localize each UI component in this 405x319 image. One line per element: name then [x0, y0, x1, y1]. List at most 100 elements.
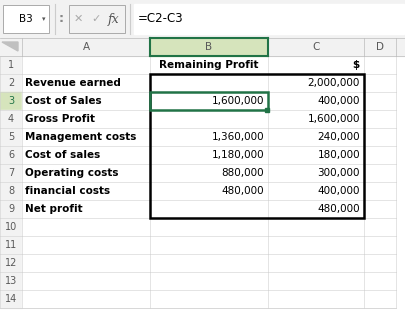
Text: 480,000: 480,000 — [221, 186, 263, 196]
Bar — [149, 56, 267, 74]
Bar — [267, 128, 363, 146]
Text: 400,000: 400,000 — [317, 186, 359, 196]
Text: financial costs: financial costs — [25, 186, 110, 196]
Text: ✕: ✕ — [73, 14, 83, 24]
Text: Remaining Profit: Remaining Profit — [159, 60, 258, 70]
Text: 1,600,000: 1,600,000 — [307, 114, 359, 124]
Bar — [22, 110, 149, 128]
Bar — [267, 56, 363, 74]
Bar — [0, 200, 22, 218]
Bar — [0, 74, 22, 92]
Text: fx: fx — [108, 12, 119, 26]
Polygon shape — [2, 42, 18, 51]
Text: 3: 3 — [8, 96, 14, 106]
Text: 300,000: 300,000 — [317, 168, 359, 178]
Text: 8: 8 — [8, 186, 14, 196]
Bar — [149, 236, 267, 254]
Bar — [267, 146, 363, 164]
Bar — [267, 236, 363, 254]
Bar — [0, 128, 22, 146]
Bar — [267, 218, 363, 236]
Bar — [0, 290, 22, 308]
Bar — [267, 200, 363, 218]
Bar — [0, 272, 22, 290]
Bar — [363, 146, 395, 164]
Text: 2: 2 — [8, 78, 14, 88]
Bar — [22, 218, 149, 236]
Bar — [22, 182, 149, 200]
Bar — [0, 92, 22, 110]
Text: 1: 1 — [8, 60, 14, 70]
Text: 1,600,000: 1,600,000 — [211, 96, 263, 106]
Bar — [134, 4, 403, 34]
Bar — [149, 146, 267, 164]
Bar — [267, 182, 363, 200]
Bar — [0, 218, 22, 236]
Bar — [0, 0, 405, 38]
Bar — [22, 38, 149, 56]
FancyBboxPatch shape — [3, 5, 49, 33]
Bar — [149, 110, 267, 128]
Text: ✓: ✓ — [91, 14, 100, 24]
Bar — [149, 200, 267, 218]
Bar — [22, 236, 149, 254]
Bar — [22, 92, 149, 110]
Text: 880,000: 880,000 — [221, 168, 263, 178]
Text: =C2-C3: =C2-C3 — [138, 12, 183, 26]
Text: 5: 5 — [8, 132, 14, 142]
Text: 13: 13 — [5, 276, 17, 286]
Bar — [264, 108, 269, 112]
Text: ▾: ▾ — [42, 16, 46, 22]
FancyBboxPatch shape — [69, 5, 125, 33]
Bar — [149, 74, 267, 92]
Text: 1,360,000: 1,360,000 — [211, 132, 263, 142]
Text: :: : — [58, 12, 63, 26]
Bar — [363, 200, 395, 218]
Bar — [22, 74, 149, 92]
Bar — [149, 164, 267, 182]
Text: 11: 11 — [5, 240, 17, 250]
Bar — [363, 56, 395, 74]
Bar — [22, 290, 149, 308]
Text: A: A — [82, 42, 90, 52]
Bar — [22, 146, 149, 164]
Text: 7: 7 — [8, 168, 14, 178]
Bar — [363, 92, 395, 110]
Bar — [267, 272, 363, 290]
Bar — [0, 0, 405, 38]
Text: 9: 9 — [8, 204, 14, 214]
Bar — [0, 110, 22, 128]
Bar — [267, 290, 363, 308]
Text: D: D — [375, 42, 383, 52]
Bar — [0, 254, 22, 272]
Bar — [363, 110, 395, 128]
Text: Cost of sales: Cost of sales — [25, 150, 100, 160]
Text: 2,000,000: 2,000,000 — [307, 78, 359, 88]
Bar — [0, 146, 22, 164]
Text: Net profit: Net profit — [25, 204, 83, 214]
Bar — [0, 164, 22, 182]
Bar — [149, 290, 267, 308]
Text: B3: B3 — [19, 14, 33, 24]
Bar — [149, 38, 267, 56]
Text: C: C — [311, 42, 319, 52]
Bar — [267, 38, 363, 56]
Bar — [149, 254, 267, 272]
Bar — [22, 164, 149, 182]
Text: Revenue earned: Revenue earned — [25, 78, 121, 88]
Bar — [149, 218, 267, 236]
Bar — [363, 218, 395, 236]
Text: Operating costs: Operating costs — [25, 168, 118, 178]
Text: 12: 12 — [5, 258, 17, 268]
Bar — [267, 254, 363, 272]
Text: 14: 14 — [5, 294, 17, 304]
Bar — [22, 128, 149, 146]
Bar — [267, 92, 363, 110]
Text: 4: 4 — [8, 114, 14, 124]
Bar — [22, 254, 149, 272]
Bar — [0, 236, 22, 254]
Bar — [22, 200, 149, 218]
Bar — [149, 74, 363, 218]
Bar — [149, 92, 267, 110]
Bar — [363, 164, 395, 182]
